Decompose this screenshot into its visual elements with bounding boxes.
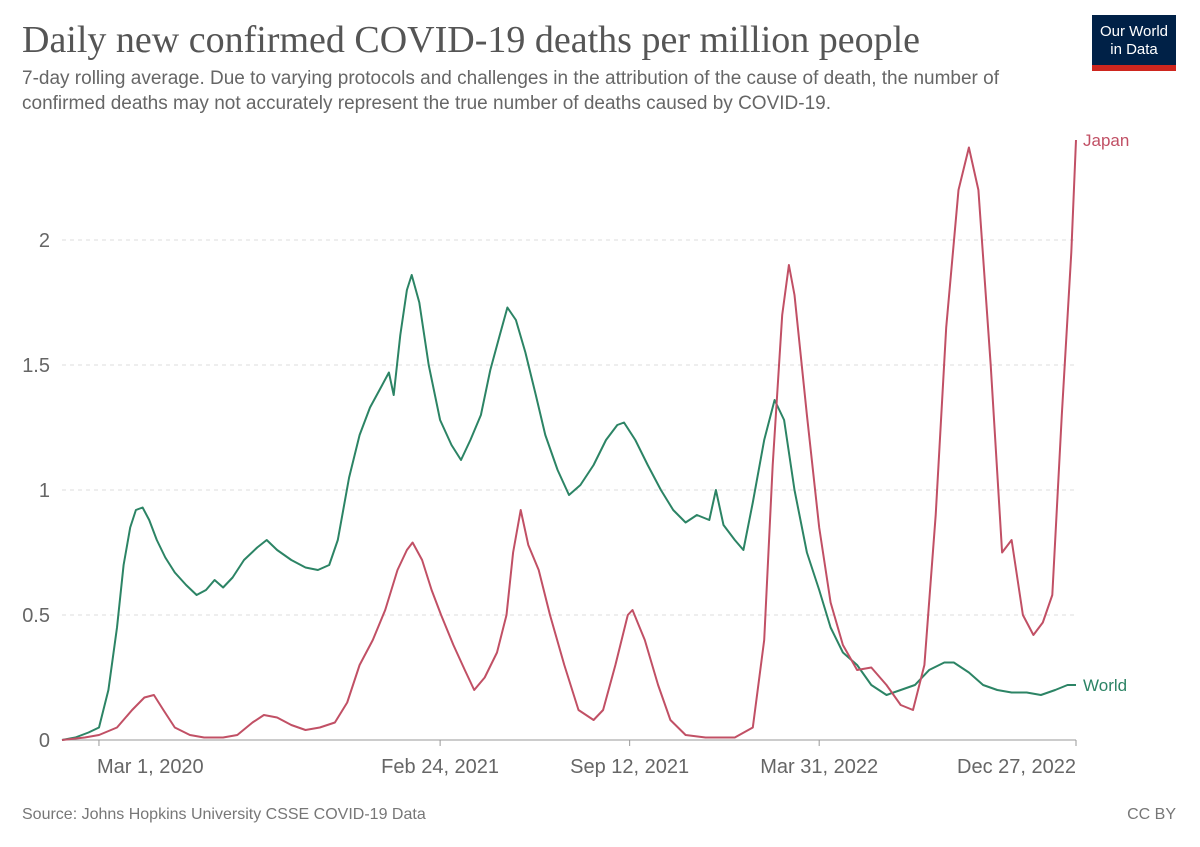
y-tick-label: 1 bbox=[39, 480, 50, 502]
series-lines bbox=[61, 139, 1077, 741]
series-labels: World Japan bbox=[1083, 131, 1129, 695]
license-label[interactable]: CC BY bbox=[1127, 806, 1176, 823]
series-label-world: World bbox=[1083, 676, 1127, 695]
series-line-japan[interactable] bbox=[61, 139, 1077, 741]
owid-logo[interactable]: Our World in Data bbox=[1092, 15, 1176, 71]
chart-subtitle: 7-day rolling average. Due to varying pr… bbox=[22, 68, 999, 114]
logo-line-2: in Data bbox=[1110, 41, 1158, 58]
source-note[interactable]: Source: Johns Hopkins University CSSE CO… bbox=[22, 806, 426, 823]
series-line-world[interactable] bbox=[61, 274, 1076, 741]
grid-lines bbox=[62, 239, 1076, 616]
y-tick-label: 0.5 bbox=[22, 605, 50, 627]
x-tick-label: Sep 12, 2021 bbox=[570, 756, 689, 778]
y-tick-label: 0 bbox=[39, 730, 50, 752]
y-tick-label: 2 bbox=[39, 230, 50, 252]
y-tick-label: 1.5 bbox=[22, 355, 50, 377]
axes: 0 0.5 1 1.5 2 Mar 1, 2020 Feb 24, 2021 Sep 12, … bbox=[22, 230, 1077, 778]
x-tick-label: Mar 31, 2022 bbox=[760, 756, 878, 778]
logo-line-1: Our World bbox=[1099, 23, 1169, 40]
x-tick-label: Feb 24, 2021 bbox=[381, 756, 499, 778]
chart-title: Daily new confirmed COVID-19 deaths per … bbox=[22, 19, 921, 61]
x-tick-label: Mar 1, 2020 bbox=[97, 756, 204, 778]
series-label-japan: Japan bbox=[1083, 131, 1129, 150]
x-tick-label: Dec 27, 2022 bbox=[957, 756, 1076, 778]
